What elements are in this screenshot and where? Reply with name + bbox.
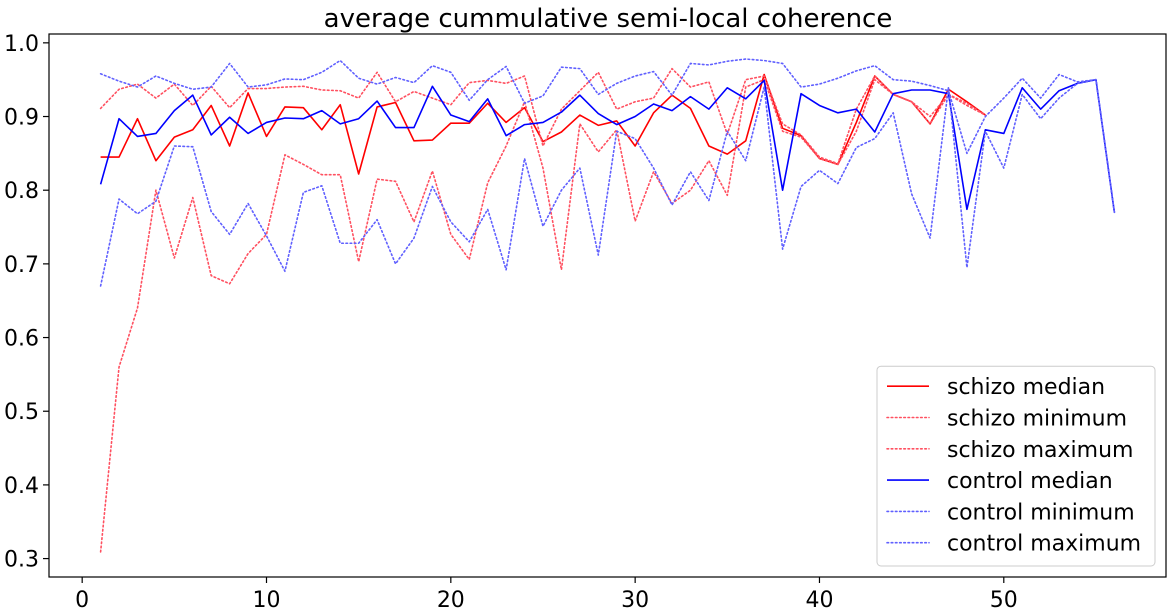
legend-label: schizo minimum (947, 407, 1127, 432)
y-axis: 0.3 0.4 0.5 0.6 0.7 0.8 0.9 1.0 (4, 32, 49, 573)
legend-label: control minimum (947, 500, 1135, 525)
series-line-control-minimum (99, 78, 1116, 287)
y-tick-label: 0.6 (4, 327, 39, 352)
x-tick-label: 30 (621, 588, 649, 611)
legend-box (876, 365, 1156, 567)
series-line-control-median (99, 78, 1116, 213)
legend-label: schizo median (947, 375, 1105, 400)
x-tick-label: 40 (805, 588, 833, 611)
y-tick-label: 0.4 (4, 474, 39, 499)
y-tick-label: 0.3 (4, 548, 39, 573)
legend-label: control maximum (947, 532, 1141, 557)
x-tick-label: 20 (437, 588, 465, 611)
legend-label: control median (947, 469, 1113, 494)
x-tick-label: 0 (75, 588, 89, 611)
series-line-control-maximum (99, 58, 1116, 214)
x-axis: 0 10 20 30 40 50 (75, 577, 1018, 611)
y-tick-label: 0.8 (4, 179, 39, 204)
chart-title: average cummulative semi-local coherence (324, 4, 893, 34)
x-tick-label: 50 (990, 588, 1018, 611)
legend: schizo median schizo minimum schizo maximu… (876, 365, 1156, 567)
plot-lines (99, 58, 1116, 553)
y-tick-label: 1.0 (4, 32, 39, 57)
series-line-schizo-maximum (99, 67, 987, 165)
y-tick-label: 0.7 (4, 253, 39, 278)
plot-frame (48, 33, 1167, 578)
x-tick-label: 10 (253, 588, 281, 611)
y-tick-label: 0.9 (4, 106, 39, 131)
y-tick-label: 0.5 (4, 400, 39, 425)
legend-label: schizo maximum (947, 438, 1133, 463)
